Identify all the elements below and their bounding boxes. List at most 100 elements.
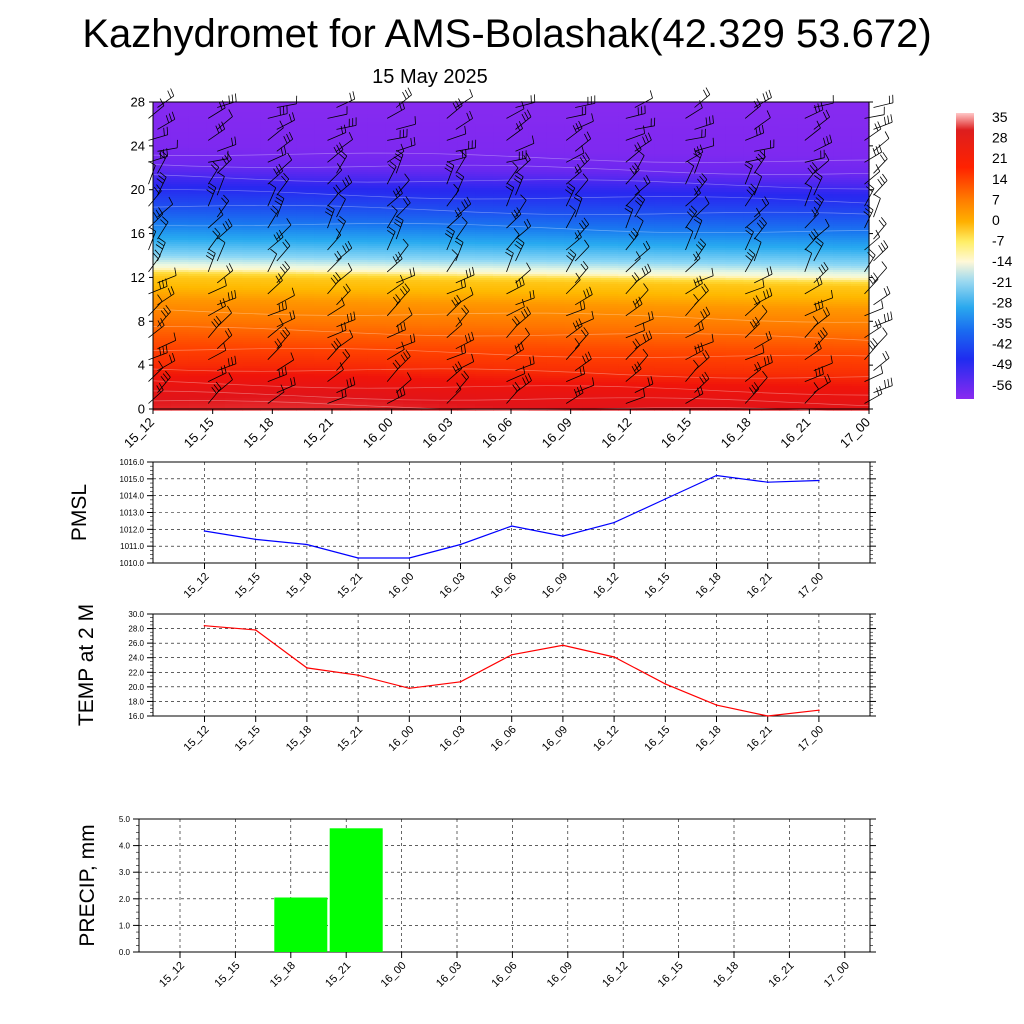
heatmap-cell [636, 378, 655, 381]
heatmap-cell [421, 266, 440, 269]
heatmap-cell [296, 162, 315, 165]
heatmap-cell [153, 192, 172, 195]
heatmap-cell [224, 384, 244, 387]
heatmap-cell [170, 282, 190, 285]
heatmap-cell [296, 160, 315, 163]
heatmap-cell [493, 126, 512, 129]
heatmap-cell [564, 178, 584, 181]
heatmap-cell [385, 132, 405, 135]
heatmap-cell [582, 188, 602, 191]
heatmap-cell [278, 348, 297, 351]
heatmap-cell [690, 214, 709, 217]
heatmap-cell [475, 334, 494, 337]
heatmap-cell [296, 138, 315, 141]
heatmap-cell [672, 376, 691, 379]
heatmap-cell [421, 384, 440, 387]
heatmap-cell [636, 176, 655, 179]
heatmap-cell [511, 316, 530, 319]
heatmap-cell [421, 142, 440, 145]
heatmap-cell [385, 288, 405, 291]
heatmap-cell [618, 344, 637, 347]
heatmap-cell [153, 298, 172, 301]
heatmap-cell [618, 392, 637, 395]
heatmap-cell [278, 232, 297, 235]
heatmap-cell [511, 358, 530, 361]
heatmap-cell [242, 170, 261, 173]
heatmap-cell [224, 322, 244, 325]
heatmap-cell [457, 348, 476, 351]
heatmap-cell [296, 280, 315, 283]
heatmap-cell [367, 312, 387, 315]
heatmap-cell [439, 128, 458, 131]
heatmap-cell [332, 234, 351, 237]
heatmap-cell [582, 246, 602, 249]
heatmap-cell [349, 208, 369, 211]
heatmap-cell [439, 294, 458, 297]
heatmap-cell [654, 186, 673, 189]
heatmap-cell [582, 290, 602, 293]
heatmap-cell [457, 182, 476, 185]
heatmap-cell [153, 206, 172, 209]
heatmap-cell [367, 184, 387, 187]
heatmap-cell [582, 142, 602, 145]
heatmap-cell [314, 168, 333, 171]
heatmap-cell [511, 150, 530, 153]
heatmap-cell [457, 194, 476, 197]
heatmap-cell [403, 244, 423, 247]
heatmap-cell [546, 402, 566, 405]
heatmap-cell [546, 134, 566, 137]
heatmap-cell [493, 246, 512, 249]
heatmap-cell [314, 152, 333, 155]
heatmap-cell [170, 230, 190, 233]
heatmap-cell [188, 198, 208, 201]
heatmap-cell [421, 396, 440, 399]
heatmap-cell [206, 242, 226, 245]
heatmap-cell [170, 348, 190, 351]
heatmap-cell [618, 106, 637, 109]
heatmap-cell [546, 220, 566, 223]
heatmap-cell [242, 278, 261, 281]
heatmap-cell [654, 152, 673, 155]
heatmap-cell [707, 240, 727, 243]
heatmap-cell [457, 344, 476, 347]
heatmap-cell [206, 266, 226, 269]
heatmap-cell [564, 128, 584, 131]
heatmap-cell [153, 382, 172, 385]
heatmap-cell [260, 126, 279, 129]
heatmap-cell [224, 120, 244, 123]
heatmap-cell [618, 258, 637, 261]
heatmap-cell [188, 394, 208, 397]
heatmap-cell [278, 350, 297, 353]
heatmap-cell [672, 332, 691, 335]
heatmap-cell [600, 354, 619, 357]
heatmap-cell [546, 398, 566, 401]
heatmap-cell [493, 362, 512, 365]
heatmap-cell [278, 336, 297, 339]
heatmap-cell [349, 378, 369, 381]
heatmap-cell [224, 406, 244, 409]
heatmap-cell [672, 286, 691, 289]
heatmap-cell [618, 198, 637, 201]
heatmap-cell [636, 330, 655, 333]
heatmap-cell [511, 362, 530, 365]
heatmap-cell [421, 138, 440, 141]
heatmap-cell [636, 242, 655, 245]
heatmap-cell [278, 302, 297, 305]
heatmap-cell [654, 306, 673, 309]
heatmap-cell [457, 118, 476, 121]
heatmap-cell [367, 304, 387, 307]
heatmap-cell [439, 298, 458, 301]
heatmap-cell [546, 326, 566, 329]
heatmap-cell [367, 118, 387, 121]
heatmap-cell [725, 208, 745, 211]
heatmap-cell [725, 206, 745, 209]
heatmap-cell [421, 280, 440, 283]
heatmap-cell [528, 166, 548, 169]
heatmap-cell [170, 358, 190, 361]
heatmap-cell [153, 404, 172, 407]
heatmap-cell [618, 202, 637, 205]
heatmap-cell [672, 302, 691, 305]
heatmap-cell [403, 142, 423, 145]
heatmap-cell [654, 268, 673, 271]
heatmap-cell [439, 222, 458, 225]
